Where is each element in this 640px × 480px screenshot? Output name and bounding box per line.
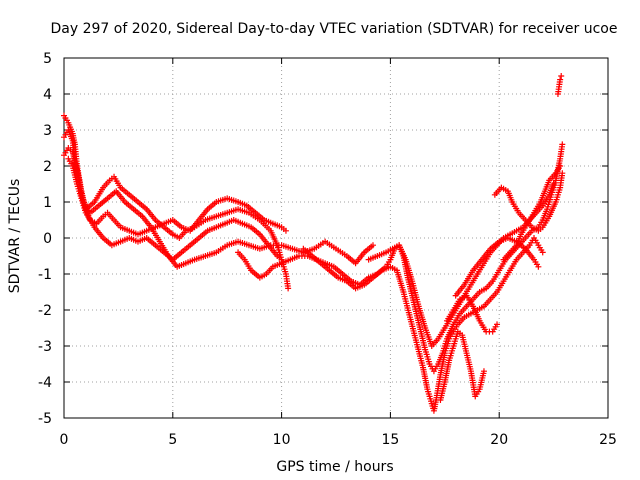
y-axis-label: SDTVAR / TECUs <box>7 179 23 294</box>
y-tick-label: 4 <box>43 87 52 103</box>
chart-title: Day 297 of 2020, Sidereal Day-to-day VTE… <box>51 21 618 37</box>
x-tick-label: 0 <box>60 432 69 448</box>
y-tick-label: -3 <box>38 339 52 355</box>
y-tick-label: 0 <box>43 231 52 247</box>
data-point <box>557 163 564 169</box>
data-point <box>557 76 564 83</box>
x-tick-label: 10 <box>273 432 291 448</box>
y-tick-label: 5 <box>43 51 52 67</box>
data-point <box>559 170 566 177</box>
data-point <box>285 285 292 292</box>
data-point <box>369 242 376 249</box>
data-point <box>559 141 566 148</box>
data-point <box>535 263 542 270</box>
x-tick-label: 25 <box>599 432 617 448</box>
x-axis-label: GPS time / hours <box>276 459 393 475</box>
y-tick-label: -1 <box>38 267 52 283</box>
data-point <box>539 249 546 256</box>
data-point <box>480 368 487 375</box>
axis-ticks: 0 5 10 15 20 25 -5 -4 -3 -2 -1 0 1 2 3 4 5 <box>38 51 617 448</box>
data-point <box>550 181 557 187</box>
x-tick-label: 5 <box>168 432 177 448</box>
y-tick-label: -5 <box>38 411 52 427</box>
x-tick-label: 20 <box>490 432 508 448</box>
data-points <box>61 73 566 414</box>
data-point <box>494 321 501 328</box>
y-tick-label: 1 <box>43 195 52 211</box>
y-tick-label: -4 <box>38 375 52 391</box>
y-tick-label: 2 <box>43 159 52 175</box>
data-point <box>282 227 289 234</box>
y-tick-label: 3 <box>43 123 52 139</box>
y-tick-label: -2 <box>38 303 52 319</box>
x-tick-label: 15 <box>381 432 399 448</box>
data-point <box>558 73 565 79</box>
